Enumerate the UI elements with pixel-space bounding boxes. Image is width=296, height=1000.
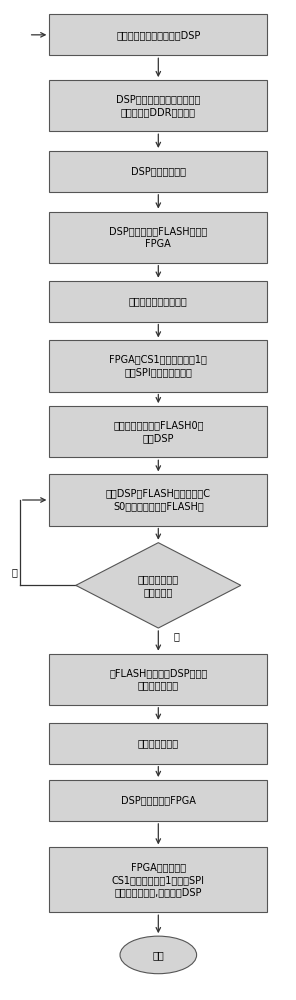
Text: DSP接收并解析命令，同时将
数据存放在DDR指点地址: DSP接收并解析命令，同时将 数据存放在DDR指点地址 [116, 94, 200, 117]
Text: 否: 否 [11, 567, 17, 577]
FancyBboxPatch shape [49, 80, 267, 131]
FancyBboxPatch shape [49, 212, 267, 263]
Text: 写FLASH完成后，DSP发送反
馈标志至上位机: 写FLASH完成后，DSP发送反 馈标志至上位机 [109, 668, 207, 691]
Text: 是否所有核的程
序都写完成: 是否所有核的程 序都写完成 [138, 574, 179, 597]
Text: FPGA接收命令将
CS1信号在赋值为1，其余SPI
引脚赋值为高阻,之后复位DSP: FPGA接收命令将 CS1信号在赋值为1，其余SPI 引脚赋值为高阻,之后复位D… [112, 862, 205, 898]
Text: DSP发送写第一FLASH命令至
FPGA: DSP发送写第一FLASH命令至 FPGA [109, 226, 207, 249]
Text: DSP发送命令至FPGA: DSP发送命令至FPGA [121, 795, 196, 805]
FancyBboxPatch shape [49, 151, 267, 192]
Text: 上位机发送命令: 上位机发送命令 [138, 738, 179, 748]
Text: 是: 是 [173, 632, 179, 642]
FancyBboxPatch shape [49, 847, 267, 912]
Text: FPGA将CS1信号在赋值为1，
其余SPI引脚赋值为高阻: FPGA将CS1信号在赋值为1， 其余SPI引脚赋值为高阻 [110, 355, 207, 377]
Text: 上位机发送写第一FLASH0命
令至DSP: 上位机发送写第一FLASH0命 令至DSP [113, 420, 204, 443]
FancyBboxPatch shape [49, 780, 267, 821]
FancyBboxPatch shape [49, 281, 267, 322]
FancyBboxPatch shape [49, 654, 267, 705]
FancyBboxPatch shape [49, 723, 267, 764]
Text: 反馈完成标志至上位机: 反馈完成标志至上位机 [129, 296, 188, 306]
Text: 结束: 结束 [152, 950, 164, 960]
FancyBboxPatch shape [49, 340, 267, 392]
Ellipse shape [120, 936, 197, 974]
Text: 启动DSP写FLASH模块，使能C
S0将数据写入第一FLASH中: 启动DSP写FLASH模块，使能C S0将数据写入第一FLASH中 [106, 489, 211, 511]
Text: DSP接收数据完成: DSP接收数据完成 [131, 166, 186, 176]
FancyBboxPatch shape [49, 14, 267, 55]
FancyBboxPatch shape [49, 406, 267, 457]
Polygon shape [76, 543, 241, 628]
Text: 上位机发送命令及数据至DSP: 上位机发送命令及数据至DSP [116, 30, 200, 40]
FancyBboxPatch shape [49, 474, 267, 526]
